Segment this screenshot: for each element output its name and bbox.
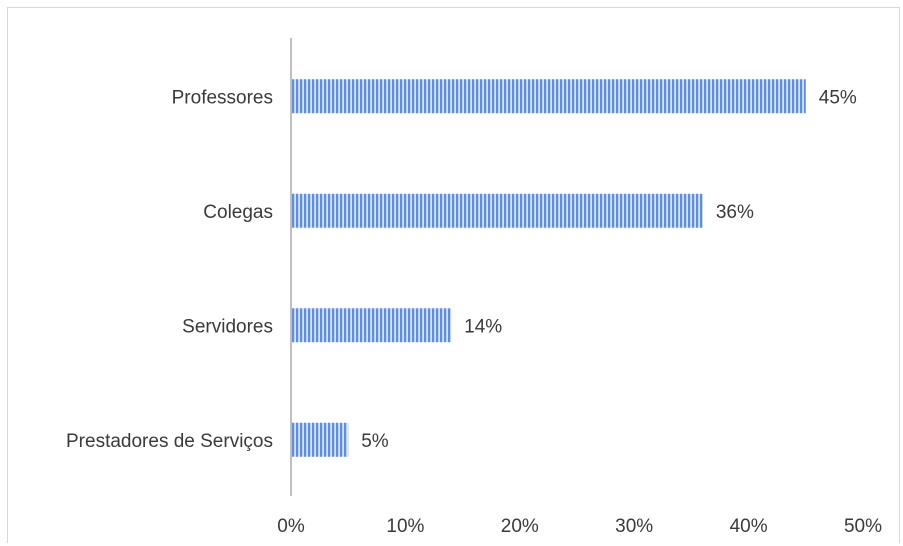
x-tick-label: 30% [615, 516, 653, 537]
category-label: Colegas [203, 202, 273, 223]
bar-colegas [291, 193, 703, 228]
x-tick-label: 50% [844, 516, 882, 537]
x-tick-label: 40% [730, 516, 768, 537]
chart-frame [7, 7, 900, 543]
category-label: Servidores [182, 316, 273, 337]
bar-servidores [291, 308, 452, 343]
category-label: Prestadores de Serviços [66, 431, 273, 452]
data-label: 36% [716, 202, 754, 223]
x-tick-label: 0% [277, 516, 305, 537]
data-label: 5% [361, 431, 389, 452]
bar-prestadores-de-servi-os [291, 422, 349, 457]
category-label: Professores [172, 87, 273, 108]
x-tick-label: 10% [386, 516, 424, 537]
bar-professores [291, 79, 806, 114]
x-tick-label: 20% [501, 516, 539, 537]
data-label: 14% [464, 316, 502, 337]
data-label: 45% [819, 87, 857, 108]
